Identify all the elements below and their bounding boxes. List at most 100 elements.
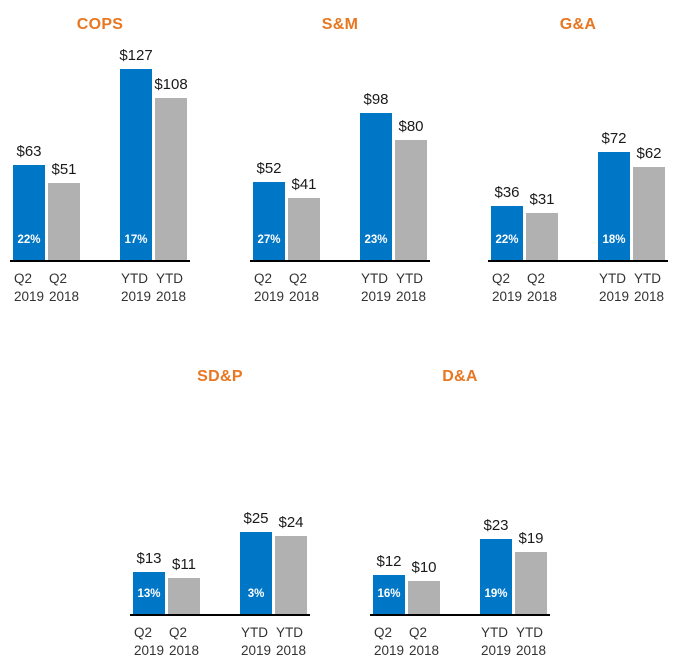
bar: 16%: [373, 575, 405, 614]
chart-title: G&A: [559, 16, 597, 33]
x-tick: Q2 2019: [253, 270, 285, 305]
x-tick-label: Q2 2019: [253, 271, 285, 304]
bar-value-label: $23: [483, 517, 509, 534]
tick-group: Q2 2019 Q2 2018: [13, 270, 80, 305]
bar: [633, 167, 665, 260]
bar-pct-label: 18%: [602, 234, 626, 246]
bar-value-label: $36: [494, 184, 520, 201]
bar-column: $12 16%: [373, 553, 405, 614]
x-tick: Q2 2019: [373, 624, 405, 659]
bar: 22%: [13, 165, 45, 260]
x-axis-labels: Q2 2019 Q2 2018 YTD 2019 YTD 2018: [10, 270, 190, 305]
x-axis-labels: Q2 2019 Q2 2018 YTD 2019 YTD 2018: [130, 624, 310, 659]
bar-column: $13 13%: [133, 550, 165, 614]
x-tick: YTD 2018: [155, 270, 187, 305]
tick-group: YTD 2019 YTD 2018: [240, 624, 307, 659]
bar-value-label: $10: [411, 559, 437, 576]
bar: [288, 198, 320, 260]
chart-title: COPS: [76, 16, 124, 33]
x-tick: Q2 2019: [13, 270, 45, 305]
bar-pct-label: 22%: [495, 234, 519, 246]
bar-value-label: $31: [529, 191, 555, 208]
chart-title: D&A: [442, 368, 478, 385]
x-tick: YTD 2018: [633, 270, 665, 305]
bar-column: $24: [275, 514, 307, 614]
bar: 19%: [480, 539, 512, 614]
bar-value-label: $19: [518, 530, 544, 547]
x-tick-label: YTD 2018: [633, 271, 665, 304]
bar-column: $41: [288, 176, 320, 260]
x-tick: Q2 2018: [526, 270, 558, 305]
x-axis-labels: Q2 2019 Q2 2018 YTD 2019 YTD 2018: [488, 270, 668, 305]
x-tick: YTD 2019: [360, 270, 392, 305]
bar-pct-label: 17%: [124, 234, 148, 246]
x-axis-labels: Q2 2019 Q2 2018 YTD 2019 YTD 2018: [250, 270, 430, 305]
bar-group: $13 13% $11: [133, 550, 200, 614]
chart-ga: G&A $36 22% $31 $72 18% $62 Q2 2019 Q2 2018 YTD…: [488, 6, 668, 305]
tick-group: Q2 2019 Q2 2018: [373, 624, 440, 659]
x-tick-label: YTD 2018: [515, 625, 547, 658]
bar-value-label: $12: [376, 553, 402, 570]
bar: 18%: [598, 152, 630, 260]
bar-column: $127 17%: [119, 47, 153, 260]
bar-value-label: $98: [363, 91, 389, 108]
x-tick-label: YTD 2019: [240, 625, 272, 658]
bar-column: $62: [633, 145, 665, 260]
bar-column: $80: [395, 118, 427, 260]
bar-column: $98 23%: [360, 91, 392, 260]
bar-group: $127 17% $108: [119, 47, 188, 260]
x-tick: YTD 2018: [275, 624, 307, 659]
chart-title: SD&P: [197, 368, 243, 385]
x-tick: YTD 2018: [515, 624, 547, 659]
x-tick: Q2 2019: [133, 624, 165, 659]
bar-value-label: $62: [636, 145, 662, 162]
x-tick-label: Q2 2019: [133, 625, 165, 658]
bar-value-label: $127: [119, 47, 153, 64]
x-tick-label: YTD 2019: [480, 625, 512, 658]
bar-pct-label: 3%: [247, 588, 265, 600]
bar-column: $31: [526, 191, 558, 260]
bar-column: $25 3%: [240, 510, 272, 614]
x-tick-label: YTD 2018: [155, 271, 187, 304]
bar: [395, 140, 427, 260]
bar: [155, 98, 187, 260]
bar: 23%: [360, 113, 392, 260]
bar-value-label: $11: [172, 556, 196, 573]
plot-area: $52 27% $41 $98 23% $80: [250, 50, 430, 262]
bar-pct-label: 19%: [484, 588, 508, 600]
bar-value-label: $108: [154, 76, 188, 93]
x-tick-label: Q2 2018: [288, 271, 320, 304]
bar-pct-label: 27%: [257, 234, 281, 246]
chart-sm: S&M $52 27% $41 $98 23% $80 Q2 2019 Q2 2018 YTD…: [250, 6, 430, 305]
tick-group: YTD 2019 YTD 2018: [480, 624, 547, 659]
x-tick: YTD 2019: [598, 270, 630, 305]
bar-group: $36 22% $31: [491, 184, 558, 260]
bar-column: $108: [154, 76, 188, 260]
plot-area: $63 22% $51 $127 17% $108: [10, 47, 190, 262]
bar-pct-label: 23%: [364, 234, 388, 246]
bar: [515, 552, 547, 614]
bar-group: $23 19% $19: [480, 517, 547, 614]
bar: [408, 581, 440, 614]
tick-group: YTD 2019 YTD 2018: [598, 270, 665, 305]
bar-value-label: $25: [243, 510, 269, 527]
x-tick: Q2 2018: [48, 270, 80, 305]
x-tick: Q2 2018: [288, 270, 320, 305]
bar-pct-label: 16%: [377, 588, 401, 600]
chart-sdp: SD&P $13 13% $11 $25 3% $24 Q2 2019 Q2 2018 YTD…: [130, 358, 310, 659]
bar: [48, 183, 80, 260]
plot-area: $36 22% $31 $72 18% $62: [488, 50, 668, 262]
chart-title: S&M: [321, 16, 359, 33]
tick-group: Q2 2019 Q2 2018: [133, 624, 200, 659]
plot-area: $13 13% $11 $25 3% $24: [130, 402, 310, 616]
tick-group: YTD 2019 YTD 2018: [120, 270, 187, 305]
bar: 13%: [133, 572, 165, 614]
bar: [526, 213, 558, 260]
x-tick: YTD 2018: [395, 270, 427, 305]
bar-value-label: $63: [16, 143, 42, 160]
tick-group: Q2 2019 Q2 2018: [491, 270, 558, 305]
bar-group: $98 23% $80: [360, 91, 427, 260]
bar-column: $10: [408, 559, 440, 614]
chart-cops: COPS $63 22% $51 $127 17% $108 Q2 2019 Q2 2018…: [10, 6, 190, 305]
x-tick-label: Q2 2019: [13, 271, 45, 304]
